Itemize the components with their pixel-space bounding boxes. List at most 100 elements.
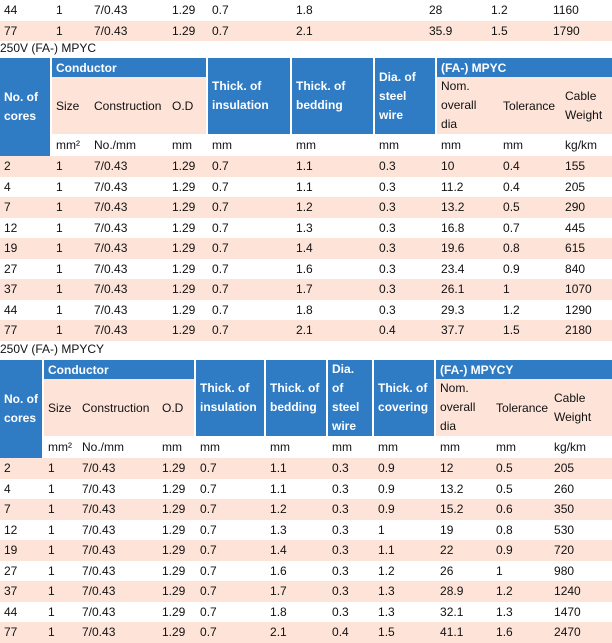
mpyc-table: No. of cores Conductor Thick. of insulat… xyxy=(0,58,612,341)
table-cell: 16.8 xyxy=(437,217,500,238)
table-cell: 19.6 xyxy=(437,238,500,259)
table-cell: 1.2 xyxy=(487,0,549,21)
table-cell: 41.1 xyxy=(436,622,493,643)
table-cell: 1 xyxy=(52,176,90,197)
table-cell: 1.6 xyxy=(266,560,329,581)
table-cell: 7/0.43 xyxy=(90,156,168,177)
table-cell: 1 xyxy=(52,238,90,259)
table-row: 44 1 7/0.43 1.29 0.7 1.8 0.3 29.3 1.2 1290 xyxy=(0,299,612,320)
table-cell: 1 xyxy=(52,156,90,177)
table-cell: 0.5 xyxy=(492,458,551,479)
table-cell: 1.29 xyxy=(158,478,197,499)
table-cell: 1.2 xyxy=(499,299,562,320)
table-cell: 260 xyxy=(550,478,612,499)
table-cell: 27 xyxy=(0,258,52,279)
header-size: Size xyxy=(52,77,90,134)
table-cell: 1 xyxy=(52,258,90,279)
table-cell: 1.1 xyxy=(292,176,376,197)
table-cell: 1.5 xyxy=(499,320,562,341)
table-cell: 0.7 xyxy=(196,540,267,561)
table-cell: 1.8 xyxy=(266,601,329,622)
header-thick-insulation-2: Thick. of insulation xyxy=(196,360,267,436)
table-cell: 7/0.43 xyxy=(90,0,168,21)
table-cell: 2.1 xyxy=(266,622,329,643)
table-cell: 7 xyxy=(0,499,44,520)
table-cell: 1 xyxy=(52,197,90,218)
table-row: 44 1 7/0.43 1.29 0.7 1.8 0.3 1.3 32.1 1.3 1470 xyxy=(0,601,612,622)
table-cell: 2.1 xyxy=(292,20,425,41)
header-thick-bedding: Thick. of bedding xyxy=(292,58,376,134)
header-size-2: Size xyxy=(44,379,78,436)
table-cell: 7/0.43 xyxy=(90,320,168,341)
table-cell: 1290 xyxy=(561,299,612,320)
table-cell: 0.7 xyxy=(196,581,267,602)
table-cell: 1 xyxy=(44,499,78,520)
table-cell: 26 xyxy=(436,560,493,581)
table-cell: 0.9 xyxy=(492,540,551,561)
table-cell: 1.29 xyxy=(168,156,209,177)
table-cell: 1.3 xyxy=(492,601,551,622)
table-cell: 0.8 xyxy=(499,238,562,259)
table-cell: 0.3 xyxy=(328,540,375,561)
unit-cell: mm xyxy=(499,134,562,156)
header-thick-insulation: Thick. of insulation xyxy=(208,58,293,134)
table-cell: 1.29 xyxy=(158,601,197,622)
table-cell: 0.3 xyxy=(375,176,438,197)
table-row: 37 1 7/0.43 1.29 0.7 1.7 0.3 26.1 1 1070 xyxy=(0,279,612,300)
table-cell: 0.5 xyxy=(499,197,562,218)
table-cell: 7/0.43 xyxy=(78,560,158,581)
table-cell: 7/0.43 xyxy=(78,622,158,643)
table-cell: 7/0.43 xyxy=(78,519,158,540)
unit-cell: mm² xyxy=(44,436,78,458)
table-row: 7 1 7/0.43 1.29 0.7 1.2 0.3 13.2 0.5 290 xyxy=(0,197,612,218)
table-cell: 0.9 xyxy=(374,478,437,499)
table-row: 4 1 7/0.43 1.29 0.7 1.1 0.3 0.9 13.2 0.5 260 xyxy=(0,478,612,499)
table-cell: 0.7 xyxy=(196,601,267,622)
table-cell: 7/0.43 xyxy=(78,499,158,520)
header-conductor-2: Conductor xyxy=(44,360,197,379)
table-cell: 1.29 xyxy=(168,20,208,41)
table-cell: 1.4 xyxy=(292,238,376,259)
table-cell: 10 xyxy=(437,156,500,177)
table-row: 37 1 7/0.43 1.29 0.7 1.7 0.3 1.3 28.9 1.2 1240 xyxy=(0,581,612,602)
table-cell: 1.7 xyxy=(266,581,329,602)
table-cell: 1.4 xyxy=(266,540,329,561)
table-cell: 7/0.43 xyxy=(90,279,168,300)
table-row: 19 1 7/0.43 1.29 0.7 1.4 0.3 1.1 22 0.9 720 xyxy=(0,540,612,561)
table-cell: 29.3 xyxy=(437,299,500,320)
table-row: 77 1 7/0.43 1.29 0.7 2.1 35.9 1.5 1790 xyxy=(0,20,612,41)
table-cell: 7/0.43 xyxy=(90,217,168,238)
table-cell: 0.3 xyxy=(328,581,375,602)
table-cell: 1 xyxy=(44,478,78,499)
unit-cell: mm² xyxy=(52,134,90,156)
table-cell: 1.3 xyxy=(266,519,329,540)
table-cell: 1.8 xyxy=(292,299,376,320)
table-cell: 840 xyxy=(561,258,612,279)
table-cell: 11.2 xyxy=(437,176,500,197)
table-cell: 1.1 xyxy=(374,540,437,561)
table-cell: 7/0.43 xyxy=(78,581,158,602)
table-row: 19 1 7/0.43 1.29 0.7 1.4 0.3 19.6 0.8 615 xyxy=(0,238,612,259)
header-no-of-cores: No. of cores xyxy=(0,58,52,156)
table-row: 12 1 7/0.43 1.29 0.7 1.3 0.3 1 19 0.8 530 xyxy=(0,519,612,540)
header-group-mpycy: (FA-) MPYCY xyxy=(436,360,612,379)
table-cell: 37 xyxy=(0,581,44,602)
table-cell: 1.29 xyxy=(168,176,209,197)
table-cell: 13.2 xyxy=(436,478,493,499)
table-cell: 1.29 xyxy=(168,320,209,341)
table-row: 27 1 7/0.43 1.29 0.7 1.6 0.3 1.2 26 1 980 xyxy=(0,560,612,581)
table-cell: 2180 xyxy=(561,320,612,341)
table-cell: 1.29 xyxy=(158,458,197,479)
table-cell: 1160 xyxy=(549,0,612,21)
table-cell: 1070 xyxy=(561,279,612,300)
table-cell: 1.29 xyxy=(158,622,197,643)
header-od-2: O.D xyxy=(158,379,197,436)
table-cell: 0.3 xyxy=(375,299,438,320)
unit-cell: mm xyxy=(292,134,376,156)
unit-cell: mm xyxy=(492,436,551,458)
table-cell: 19 xyxy=(0,540,44,561)
table-cell: 12 xyxy=(0,519,44,540)
table-cell: 2.1 xyxy=(292,320,376,341)
table-cell: 0.9 xyxy=(374,458,437,479)
table-cell: 1.29 xyxy=(168,299,209,320)
